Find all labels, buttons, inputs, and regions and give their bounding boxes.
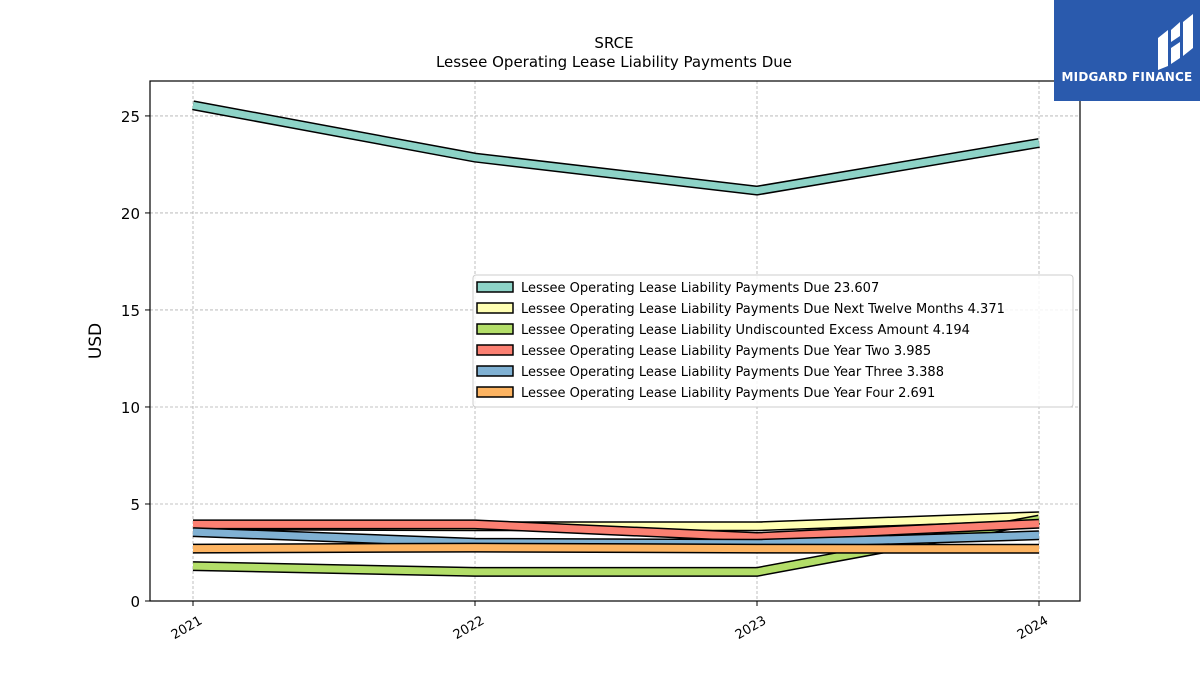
- legend-label: Lessee Operating Lease Liability Payment…: [521, 365, 944, 380]
- legend-swatch: [476, 323, 514, 335]
- y-tick-label: 10: [121, 399, 140, 417]
- x-tick-label: 2024: [1015, 613, 1051, 643]
- legend-frame: [472, 274, 1074, 408]
- legend-swatch: [476, 344, 514, 356]
- legend-label: Lessee Operating Lease Liability Payment…: [521, 281, 879, 296]
- legend-label: Lessee Operating Lease Liability Payment…: [521, 302, 1005, 317]
- x-tick-label: 2023: [733, 613, 769, 643]
- y-tick-label: 5: [130, 496, 140, 514]
- series-line: [193, 520, 1040, 541]
- brand-logo: MIDGARD FINANCE: [1054, 0, 1200, 101]
- legend-swatch: [476, 365, 514, 377]
- x-tick-label: 2021: [169, 613, 205, 643]
- plot-frame: [149, 80, 1081, 602]
- legend-label: Lessee Operating Lease Liability Undisco…: [521, 323, 970, 338]
- chart-title: SRCE: [594, 34, 633, 52]
- legend-label: Lessee Operating Lease Liability Payment…: [521, 386, 935, 401]
- y-axis-label: USD: [86, 323, 106, 359]
- midgard-logo-icon: [1158, 14, 1193, 70]
- y-tick-label: 20: [121, 205, 140, 223]
- series-line: [192, 101, 1040, 195]
- y-axis: 0 5 10 15 20 25: [121, 108, 150, 611]
- series-line: [192, 544, 1040, 553]
- brand-name: MIDGARD FINANCE: [1061, 70, 1193, 84]
- series-lines: [192, 100, 1040, 577]
- y-tick-label: 25: [121, 108, 140, 126]
- x-tick-label: 2022: [451, 613, 487, 643]
- legend-swatch: [476, 302, 514, 314]
- legend: Lessee Operating Lease Liability Payment…: [472, 274, 1074, 408]
- series-outline: [192, 100, 1040, 196]
- legend-label: Lessee Operating Lease Liability Payment…: [521, 344, 931, 359]
- y-tick-label: 0: [130, 593, 140, 611]
- y-tick-label: 15: [121, 302, 140, 320]
- x-axis: 2021 2022 2023 2024: [169, 601, 1051, 643]
- legend-swatch: [476, 386, 514, 398]
- legend-swatch: [476, 281, 514, 293]
- chart-subtitle: Lessee Operating Lease Liability Payment…: [436, 53, 792, 71]
